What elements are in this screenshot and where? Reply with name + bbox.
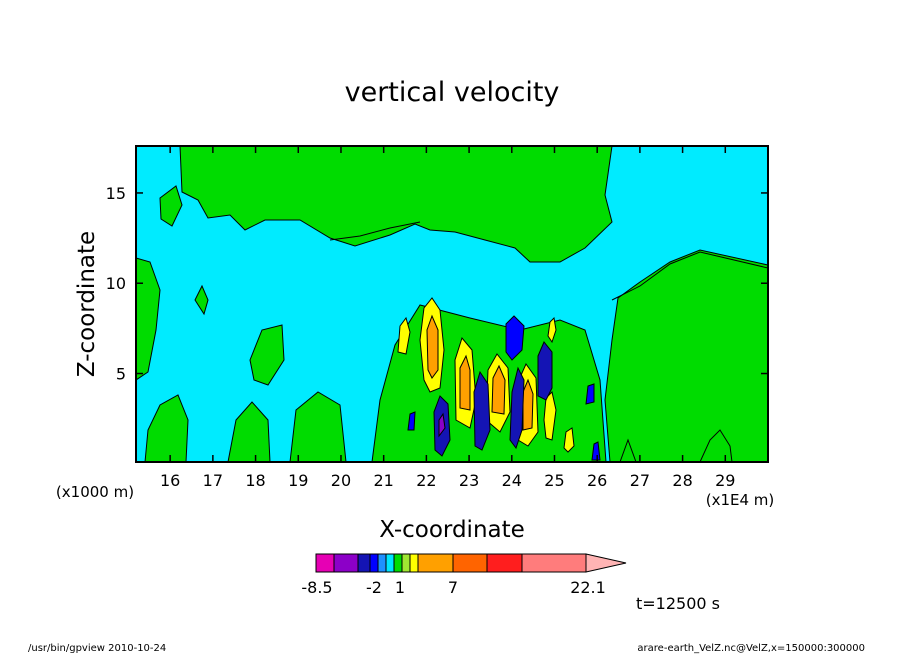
plot-frame: [135, 145, 769, 463]
updraft-core-mid-3: [491, 364, 506, 415]
colorbar-swatch: [417, 553, 454, 573]
colorbar-swatch: [333, 553, 359, 573]
contour-line: [611, 251, 768, 301]
colorbar: -8.5 -2 1 7 22.1: [301, 553, 627, 597]
downdraft-cores: [407, 315, 601, 461]
updraft-core-mid-1: [426, 314, 439, 379]
colorbar-label: -8.5: [301, 578, 332, 597]
downdraft-core-4: [537, 341, 553, 401]
x-unit-left: (x1000 m): [56, 483, 134, 501]
mid-updraft-lobe: [249, 324, 285, 386]
time-label: t=12500 s: [636, 594, 720, 613]
contour-lines: [329, 221, 768, 462]
y-tick-label: 10: [106, 274, 126, 293]
right-updraft-region: [604, 249, 768, 462]
footer-left: /usr/bin/gpview 2010-10-24: [28, 643, 166, 654]
left-updraft-strip: [136, 257, 161, 381]
colorbar-swatch: [377, 553, 387, 573]
downdraft-core-3: [505, 315, 525, 361]
x-tick-label: 23: [459, 471, 479, 490]
updraft-core-mid-2: [459, 354, 471, 411]
center-updraft-lobe: [289, 391, 347, 462]
y-tick-label: 5: [116, 365, 126, 384]
colorbar-swatch: [385, 553, 395, 573]
x-tick-label: 22: [416, 471, 436, 490]
mid-left-blob: [194, 284, 209, 316]
y-axis: 5 10 15: [106, 184, 768, 384]
downdraft-core-2: [473, 370, 491, 451]
x-tick-label: 29: [715, 471, 735, 490]
colorbar-swatch: [357, 553, 371, 573]
colorbar-swatch: [452, 553, 488, 573]
x-tick-label: 18: [245, 471, 265, 490]
x-tick-label: 26: [587, 471, 607, 490]
x-tick-label: 21: [373, 471, 393, 490]
updraft-small-1: [397, 316, 411, 355]
colorbar-label: 7: [448, 578, 458, 597]
contour-line: [619, 438, 637, 462]
x-tick-label: 20: [331, 471, 351, 490]
colorbar-label: -2: [366, 578, 382, 597]
x-tick-label: 27: [630, 471, 650, 490]
colorbar-swatch: [409, 553, 419, 573]
updraft-cores: [397, 297, 575, 453]
x-tick-label: 25: [544, 471, 564, 490]
downdraft-core-3b: [509, 366, 525, 450]
downdraft-small-2: [407, 411, 416, 431]
x-axis: 16 17 18 19 20 21 22 23 24 25 26 27 28 29: [160, 146, 735, 490]
lower-left-updraft: [144, 394, 189, 462]
colorbar-arrow: [585, 553, 627, 573]
colorbar-swatch: [486, 553, 523, 573]
upper-updraft-band: [179, 146, 613, 263]
chart-title: vertical velocity: [345, 77, 560, 108]
x-tick-label: 24: [502, 471, 522, 490]
x-axis-label: X-coordinate: [379, 517, 525, 543]
x-tick-label: 28: [672, 471, 692, 490]
colorbar-swatch: [393, 553, 403, 573]
y-tick-label: 15: [106, 184, 126, 203]
footer-right: arare-earth_VelZ.nc@VelZ,x=150000:300000: [637, 643, 865, 654]
colorbar-swatch: [315, 553, 335, 573]
x-tick-label: 16: [160, 471, 180, 490]
contour-line: [699, 429, 733, 462]
x-unit-right: (x1E4 m): [706, 491, 775, 509]
colorbar-label: 22.1: [570, 578, 606, 597]
contour-field: [136, 146, 768, 462]
downdraft-small-1: [585, 383, 595, 405]
downdraft-inner-1: [438, 412, 446, 438]
contour-line: [329, 221, 421, 241]
colorbar-swatch: [521, 553, 587, 573]
colorbar-swatch: [369, 553, 379, 573]
x-tick-label: 19: [288, 471, 308, 490]
colorbar-swatch: [401, 553, 411, 573]
x-tick-label: 17: [203, 471, 223, 490]
updraft-small-4: [547, 316, 557, 344]
upper-left-blob: [159, 185, 183, 227]
lower-updraft-lobe: [227, 401, 271, 462]
y-axis-label: Z-coordinate: [74, 231, 100, 377]
updraft-small-3: [563, 427, 575, 453]
colorbar-label: 1: [395, 578, 405, 597]
